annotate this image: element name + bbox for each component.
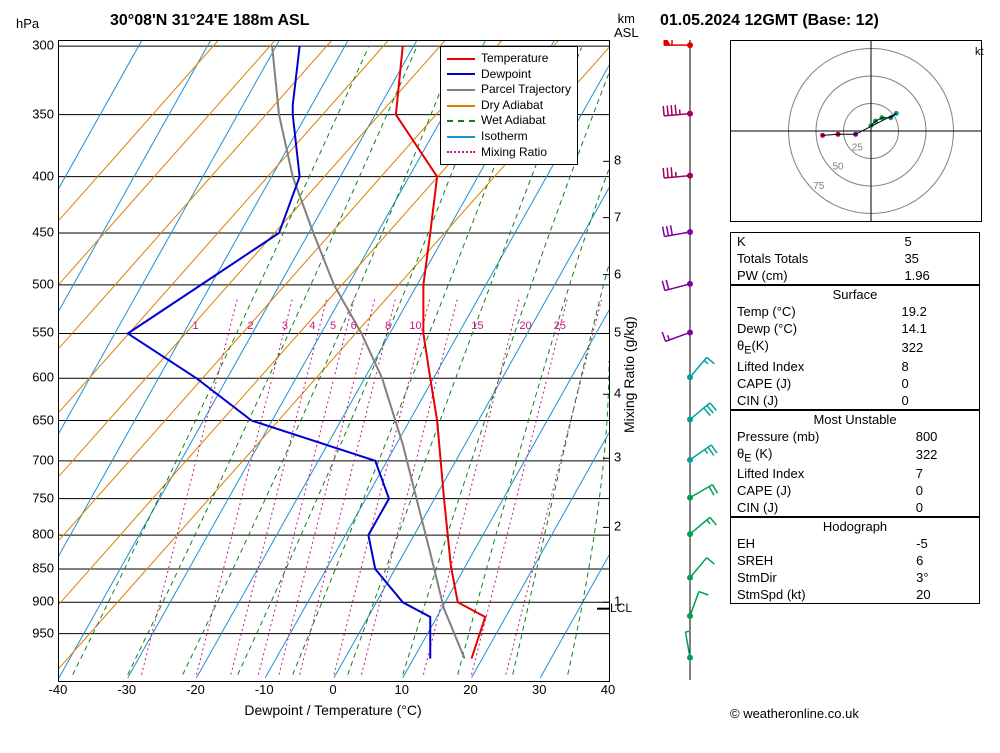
svg-text:50: 50: [833, 162, 845, 173]
location-title: 30°08'N 31°24'E 188m ASL: [110, 12, 309, 30]
y-left-ticks: 3003504004505005506006507007508008509009…: [22, 40, 56, 680]
data-tables: K5Totals Totals35PW (cm)1.96 SurfaceTemp…: [730, 232, 980, 604]
wind-barb-column: [660, 40, 720, 680]
svg-text:75: 75: [813, 181, 825, 192]
y-left-label: hPa: [16, 16, 39, 31]
lcl-label: LCL: [610, 601, 632, 615]
copyright: © weatheronline.co.uk: [730, 706, 859, 721]
skewt-page: 30°08'N 31°24'E 188m ASL 01.05.2024 12GM…: [10, 10, 1000, 743]
legend: TemperatureDewpointParcel TrajectoryDry …: [440, 46, 578, 165]
mixing-ratio-axis-label: Mixing Ratio (g/kg): [621, 303, 637, 433]
hodograph: 25 50 75: [730, 40, 982, 222]
hodograph-unit-label: kt: [975, 46, 984, 58]
x-bottom-ticks: -40-30-20-10010203040: [58, 682, 608, 700]
svg-text:25: 25: [852, 142, 864, 153]
x-label: Dewpoint / Temperature (°C): [58, 702, 608, 718]
datetime-title: 01.05.2024 12GMT (Base: 12): [660, 12, 879, 30]
y-right-label: kmASL: [614, 12, 639, 41]
